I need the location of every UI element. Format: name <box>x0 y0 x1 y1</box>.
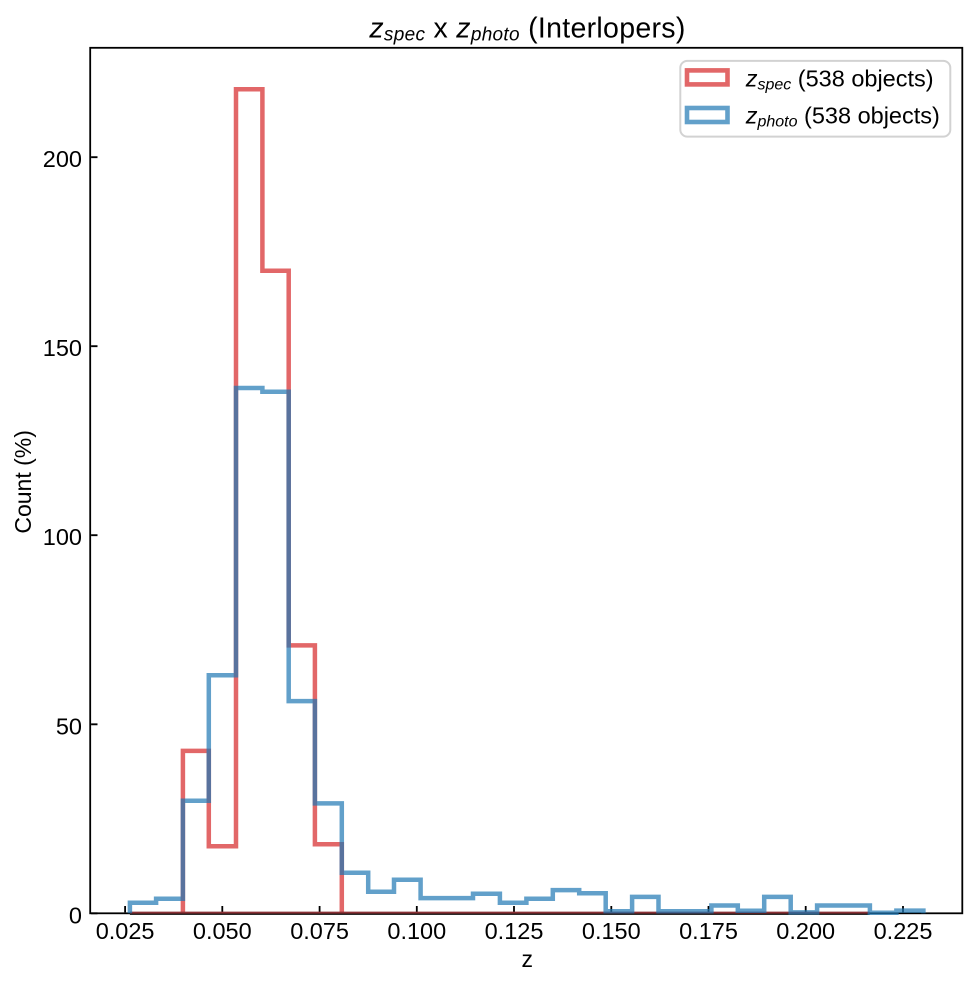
svg-text:0: 0 <box>69 902 82 928</box>
svg-text:zspec x zphoto (Interlopers): zspec x zphoto (Interlopers) <box>368 12 685 45</box>
svg-text:100: 100 <box>43 524 82 550</box>
svg-text:150: 150 <box>43 335 82 361</box>
svg-text:200: 200 <box>43 146 82 172</box>
svg-text:0.125: 0.125 <box>485 918 544 944</box>
svg-text:0.100: 0.100 <box>387 918 446 944</box>
svg-text:50: 50 <box>56 713 82 739</box>
svg-text:0.150: 0.150 <box>582 918 641 944</box>
svg-text:Count (%): Count (%) <box>10 430 36 534</box>
svg-text:0.075: 0.075 <box>290 918 349 944</box>
svg-text:0.225: 0.225 <box>874 918 933 944</box>
svg-text:zspec (538 objects): zspec (538 objects) <box>745 65 934 93</box>
svg-text:0.200: 0.200 <box>776 918 835 944</box>
svg-text:zphoto (538 objects): zphoto (538 objects) <box>745 102 940 130</box>
svg-text:0.025: 0.025 <box>96 918 155 944</box>
svg-text:0.050: 0.050 <box>193 918 252 944</box>
svg-text:0.175: 0.175 <box>679 918 738 944</box>
svg-text:z: z <box>522 946 534 972</box>
